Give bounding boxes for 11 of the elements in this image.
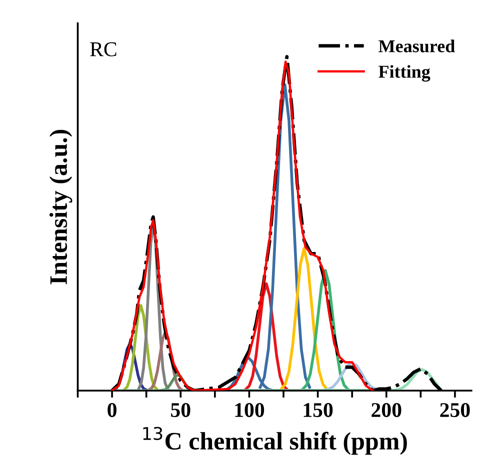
x-tick-label: 0	[108, 403, 116, 418]
y-axis-title: Intensity (a.u.)	[49, 130, 72, 284]
x-tick-label: 100	[235, 403, 264, 418]
legend-label: Fitting	[378, 65, 430, 82]
x-tick-label: 50	[171, 403, 190, 418]
x-tick-label: 150	[304, 403, 333, 418]
x-tick-label: 200	[372, 403, 402, 418]
text: RC	[90, 42, 116, 56]
legend-label: Measured	[378, 40, 455, 52]
x-axis-title: $^{13}$C chemical shift (ppm)	[143, 426, 407, 455]
x-tick-label: 250	[440, 403, 470, 418]
